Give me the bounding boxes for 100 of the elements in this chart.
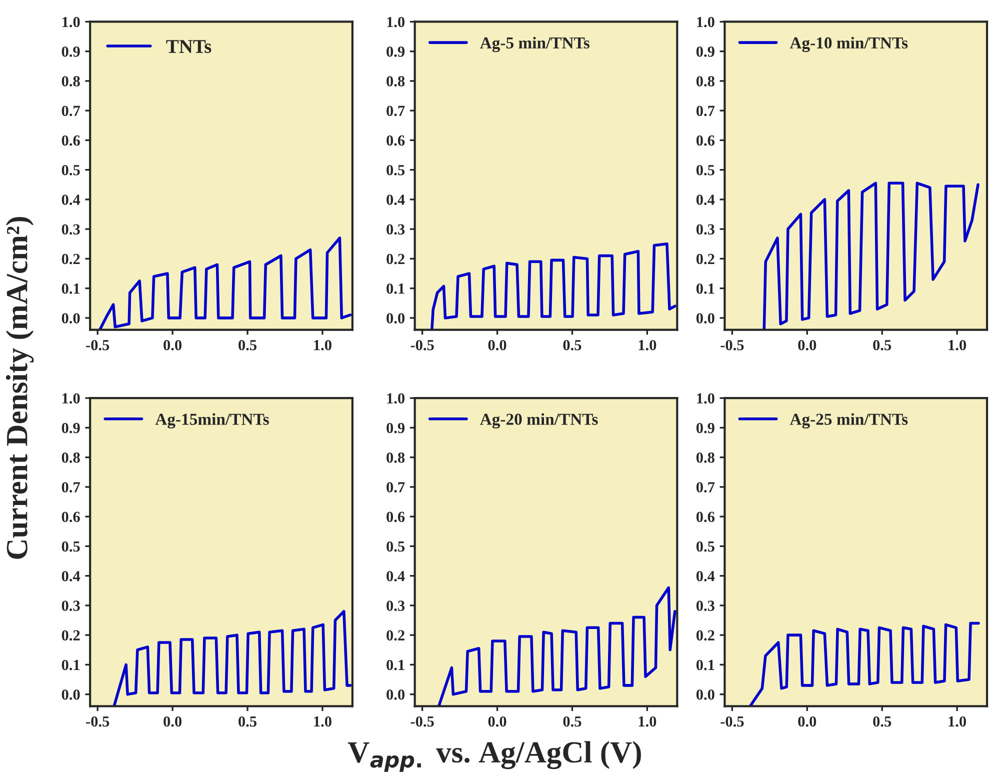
y-tick-label: 0.0 xyxy=(62,689,80,700)
y-tick-label: 0.3 xyxy=(696,600,714,611)
y-tick-label: 0.7 xyxy=(696,482,715,492)
y-tick-label: 0.3 xyxy=(696,224,714,235)
y-tick-label: 0.1 xyxy=(386,660,404,670)
y-tick-label: 0.8 xyxy=(62,452,80,463)
y-tick-label: 0.2 xyxy=(696,630,714,641)
y-tick-label: 0.5 xyxy=(696,164,714,176)
y-tick-label: 0.1 xyxy=(696,660,714,670)
y-tick-label: 0.4 xyxy=(696,570,715,582)
y-tick-label: 0.0 xyxy=(386,313,405,324)
x-tick-label: 0.5 xyxy=(563,340,582,350)
line-series xyxy=(437,586,676,706)
y-tick-label: 0.5 xyxy=(386,541,405,552)
x-tick-label: -0.5 xyxy=(410,716,434,727)
y-tick-label: 0.6 xyxy=(62,135,80,146)
y-tick-label: 0.5 xyxy=(62,541,80,552)
y-tick-label: 0.8 xyxy=(62,76,80,86)
x-tick-label: 0.5 xyxy=(563,716,582,727)
y-axis-title: Current Density (mA/cm²) xyxy=(6,217,34,559)
y-tick-label: 0.7 xyxy=(696,106,715,116)
y-tick-label: 0.7 xyxy=(62,482,80,492)
y-tick-label: 0.4 xyxy=(696,194,715,205)
y-tick-label: 0.0 xyxy=(62,313,80,324)
y-tick-label: 0.0 xyxy=(696,689,714,700)
x-tick-label: 0.0 xyxy=(488,340,506,350)
x-tick-label: 0.5 xyxy=(238,340,256,350)
x-tick-label: 1.0 xyxy=(638,716,656,727)
y-tick-label: 0.7 xyxy=(62,106,80,116)
y-tick-label: 0.3 xyxy=(386,224,405,235)
y-tick-label: 0.4 xyxy=(62,194,80,205)
y-tick-label: 0.2 xyxy=(696,254,714,264)
y-tick-label: 0.6 xyxy=(696,512,715,522)
legend-label: Ag-25 min/TNTs xyxy=(790,413,908,428)
x-tick-label: 0.5 xyxy=(873,340,892,350)
y-tick-label: 0.9 xyxy=(696,46,714,57)
x-tick-label: 1.0 xyxy=(638,340,656,350)
x-tick-label: -0.5 xyxy=(410,340,434,350)
y-tick-label: 0.5 xyxy=(62,164,80,176)
x-tick-label: -0.5 xyxy=(86,340,110,350)
y-tick-label: 1.0 xyxy=(697,393,714,404)
x-tick-label: 1.0 xyxy=(314,716,332,727)
y-tick-label: 1.0 xyxy=(62,16,80,28)
legend-label: Ag-20 min/TNTs xyxy=(480,413,598,428)
y-tick-label: 0.9 xyxy=(386,422,405,434)
y-tick-label: 0.8 xyxy=(386,452,405,463)
legend-label: Ag-15min/TNTs xyxy=(155,413,269,428)
y-tick-label: 0.0 xyxy=(386,689,405,700)
y-tick-label: 0.3 xyxy=(62,224,80,235)
line-series xyxy=(98,236,352,330)
legend-label: Ag-10 min/TNTs xyxy=(790,36,908,52)
y-tick-label: 0.4 xyxy=(62,570,80,582)
x-tick-label: -0.5 xyxy=(720,340,744,350)
line-series xyxy=(762,182,980,330)
x-tick-label: 0.0 xyxy=(164,340,182,350)
x-tick-label: -0.5 xyxy=(86,716,110,727)
y-tick-label: 0.1 xyxy=(62,660,80,670)
x-tick-label: 1.0 xyxy=(948,340,966,350)
y-tick-label: 0.1 xyxy=(386,283,404,294)
y-tick-label: 0.2 xyxy=(386,630,404,641)
y-tick-label: 0.6 xyxy=(386,135,405,146)
line-series xyxy=(112,610,352,706)
y-tick-label: 0.8 xyxy=(696,452,714,463)
y-tick-label: 0.9 xyxy=(696,422,714,434)
x-tick-label: 1.0 xyxy=(314,340,332,350)
y-tick-label: 0.3 xyxy=(62,600,80,611)
y-tick-label: 0.4 xyxy=(386,194,405,205)
y-tick-label: 0.9 xyxy=(62,422,80,434)
y-tick-label: 1.0 xyxy=(697,16,714,28)
x-tick-label: 0.0 xyxy=(798,340,816,350)
y-tick-label: 0.9 xyxy=(386,46,405,57)
line-series xyxy=(748,622,980,706)
y-tick-label: 0.4 xyxy=(386,570,405,582)
x-tick-label: 0.5 xyxy=(238,716,256,727)
y-tick-label: 0.6 xyxy=(62,512,80,522)
y-tick-label: 0.1 xyxy=(62,283,80,294)
y-tick-label: 0.6 xyxy=(696,135,715,146)
y-tick-label: 1.0 xyxy=(387,393,405,404)
y-tick-label: 0.5 xyxy=(696,541,714,552)
y-tick-label: 0.5 xyxy=(386,164,405,176)
y-tick-label: 0.7 xyxy=(386,482,405,492)
x-axis-title: V$_{app.}$ vs. Ag/AgCl (V) xyxy=(348,741,641,772)
legend-label: Ag-5 min/TNTs xyxy=(480,36,590,52)
y-tick-label: 0.2 xyxy=(62,630,80,641)
x-tick-label: 0.0 xyxy=(488,716,506,727)
y-tick-label: 0.8 xyxy=(386,76,405,86)
x-tick-label: 1.0 xyxy=(948,716,966,727)
y-tick-label: 0.7 xyxy=(386,106,405,116)
y-tick-label: 0.1 xyxy=(696,283,714,294)
x-tick-label: 0.5 xyxy=(873,716,892,727)
y-tick-label: 0.8 xyxy=(696,76,714,86)
y-tick-label: 0.9 xyxy=(62,46,80,57)
line-series xyxy=(430,242,676,330)
y-tick-label: 0.3 xyxy=(386,600,405,611)
y-tick-label: 0.2 xyxy=(62,254,80,264)
y-tick-label: 1.0 xyxy=(387,16,405,28)
x-tick-label: 0.0 xyxy=(164,716,182,727)
x-tick-label: -0.5 xyxy=(720,716,744,727)
y-tick-label: 0.6 xyxy=(386,512,405,522)
y-tick-label: 1.0 xyxy=(62,393,80,404)
